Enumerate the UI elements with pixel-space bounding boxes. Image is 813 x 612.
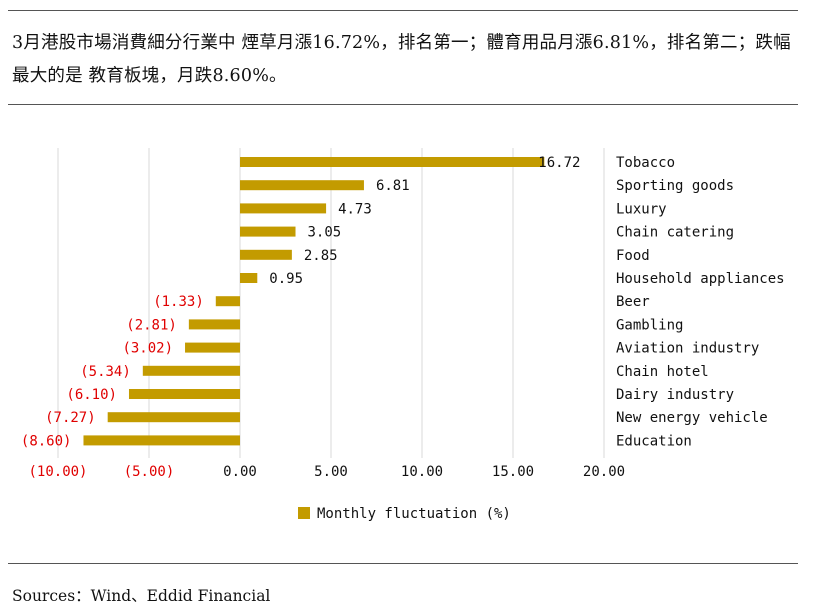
category-label: Education	[616, 433, 692, 449]
category-label: Household appliances	[616, 271, 785, 287]
bar	[240, 180, 364, 191]
category-label: Food	[616, 248, 650, 264]
bar-chart: 16.72 6.814.73 3.05 2.850.95 (1.33) (2.81) (3.…	[21, 148, 785, 522]
category-label: New energy vehicle	[616, 410, 768, 426]
bar	[240, 273, 258, 283]
value-label: 3.05	[308, 225, 342, 241]
value-label: 4.73	[338, 201, 372, 217]
bar	[215, 296, 240, 307]
bottom-rule	[8, 563, 798, 564]
value-label: (3.02)	[122, 341, 173, 357]
value-label: 6.81	[376, 178, 410, 194]
bar	[188, 319, 240, 330]
x-tick-label: (5.00)	[124, 464, 175, 480]
category-label: Luxury	[616, 201, 667, 217]
category-label: Sporting goods	[616, 178, 734, 194]
category-label: Chain hotel	[616, 364, 709, 380]
bar	[185, 342, 240, 353]
grid-lines	[57, 148, 605, 458]
value-label: 0.95	[269, 271, 303, 287]
bar	[142, 365, 240, 376]
value-label: (2.81)	[126, 317, 177, 333]
top-rule	[8, 10, 798, 11]
category-label: Beer	[616, 294, 650, 310]
bar	[240, 203, 327, 214]
headline-rule	[8, 104, 798, 105]
bar	[107, 412, 240, 423]
x-tick-label: (10.00)	[28, 464, 87, 480]
category-label: Dairy industry	[616, 387, 734, 403]
bar	[240, 226, 296, 237]
legend-label: Monthly fluctuation (%)	[317, 506, 511, 522]
value-label: 16.72	[538, 155, 580, 171]
source-note: Sources：Wind、Eddid Financial	[12, 587, 271, 605]
value-label: (5.34)	[80, 364, 131, 380]
category-labels: Tobacco Sporting goods Luxury Chain caterin…	[616, 155, 785, 449]
value-labels: 16.72 6.814.73 3.05 2.850.95 (1.33) (2.81) (3.…	[21, 155, 581, 449]
headline: 3月港股市場消費細分行業中 煙草月漲16.72%，排名第一；體育用品月漲6.81…	[12, 33, 791, 86]
legend: Monthly fluctuation (%)	[298, 506, 511, 522]
bar	[128, 389, 240, 399]
bar	[240, 157, 545, 167]
x-tick-label: 0.00	[223, 464, 257, 480]
x-tick-labels: (10.00) (5.00) 0.00 5.00 10.00 15.00 20.00	[28, 464, 625, 480]
bar	[240, 249, 292, 260]
category-label: Aviation industry	[616, 341, 759, 357]
x-tick-label: 15.00	[492, 464, 534, 480]
category-label: Gambling	[616, 317, 683, 333]
bars	[83, 157, 545, 446]
category-label: Chain catering	[616, 225, 734, 241]
value-label: 2.85	[304, 248, 338, 264]
category-label: Tobacco	[616, 155, 675, 171]
bar	[83, 435, 240, 446]
x-tick-label: 10.00	[401, 464, 443, 480]
legend-swatch	[298, 507, 310, 519]
x-tick-label: 5.00	[314, 464, 348, 480]
value-label: (1.33)	[153, 294, 204, 310]
value-label: (8.60)	[21, 433, 72, 449]
value-label: (6.10)	[66, 387, 117, 403]
value-label: (7.27)	[45, 410, 96, 426]
x-tick-label: 20.00	[583, 464, 625, 480]
